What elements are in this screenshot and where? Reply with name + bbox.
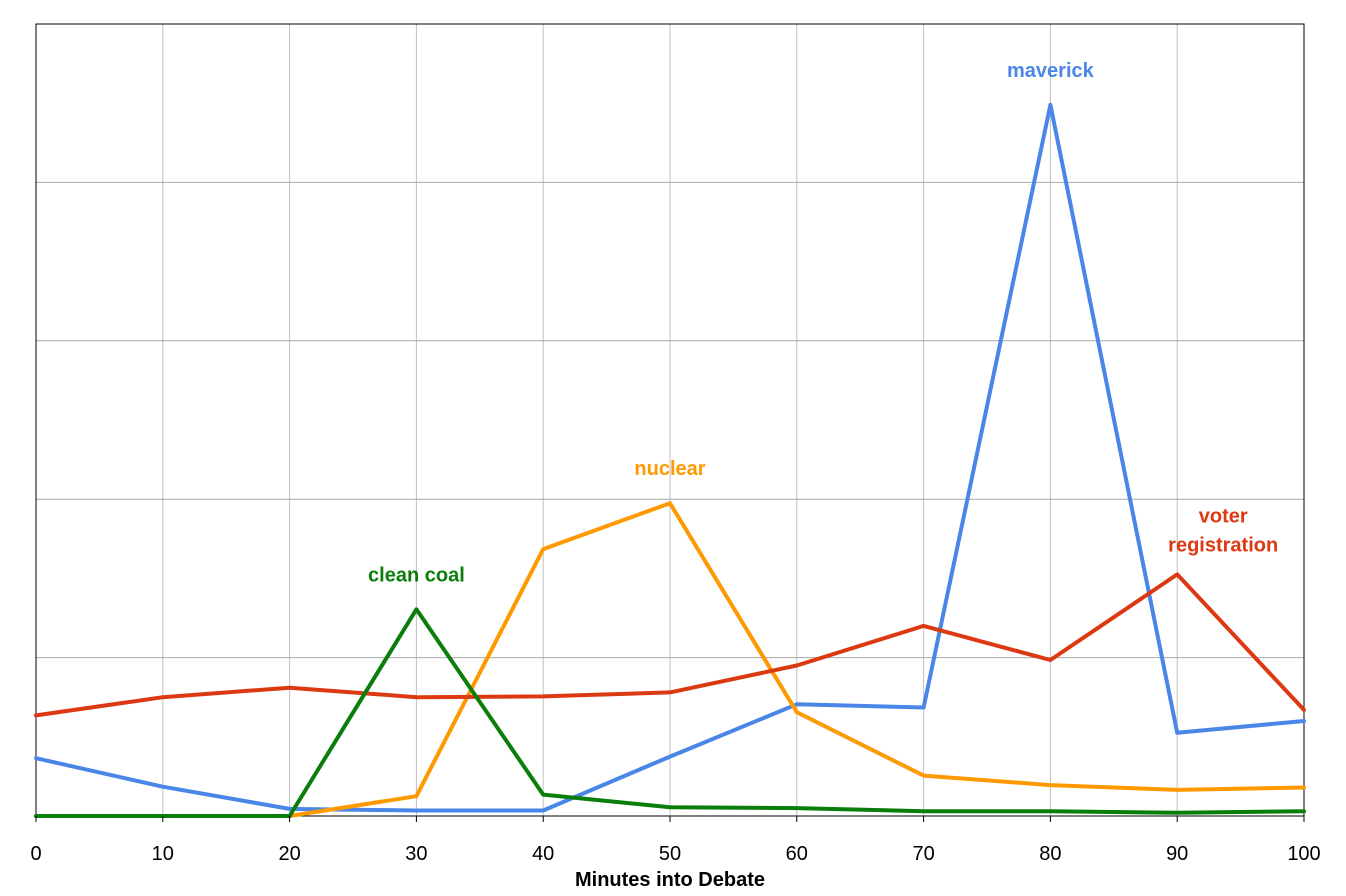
x-tick-label: 70 [912,843,934,865]
x-tick-label: 100 [1287,843,1320,865]
x-tick-label: 20 [278,843,300,865]
series-label-voter-registration: voter registration [1168,505,1278,556]
series-line-voter-registration [34,572,1306,718]
series-label-nuclear: nuclear [634,458,705,480]
series-label-clean-coal: clean coal [368,564,465,586]
x-tick-label: 90 [1166,843,1188,865]
x-tick-label: 80 [1039,843,1061,865]
series-labels: maverick nuclear voter registration clean co… [368,60,1278,587]
x-axis-title: Minutes into Debate [575,869,765,891]
series-line-nuclear [287,501,1306,818]
x-tick-label: 60 [786,843,808,865]
series-lines [34,102,1306,818]
series-line-maverick [34,102,1306,813]
x-tick-label: 10 [152,843,174,865]
series-label-line: registration [1168,534,1278,556]
series-label-line: voter [1199,505,1248,527]
x-tick-label: 50 [659,843,681,865]
series-label-maverick: maverick [1007,60,1095,82]
series-line-clean-coal [34,607,1306,818]
x-tick-label: 40 [532,843,554,865]
x-axis-ticks: 0 10 20 30 40 50 60 70 80 90 100 [30,816,1321,865]
x-tick-label: 0 [30,843,41,865]
x-tick-label: 30 [405,843,427,865]
